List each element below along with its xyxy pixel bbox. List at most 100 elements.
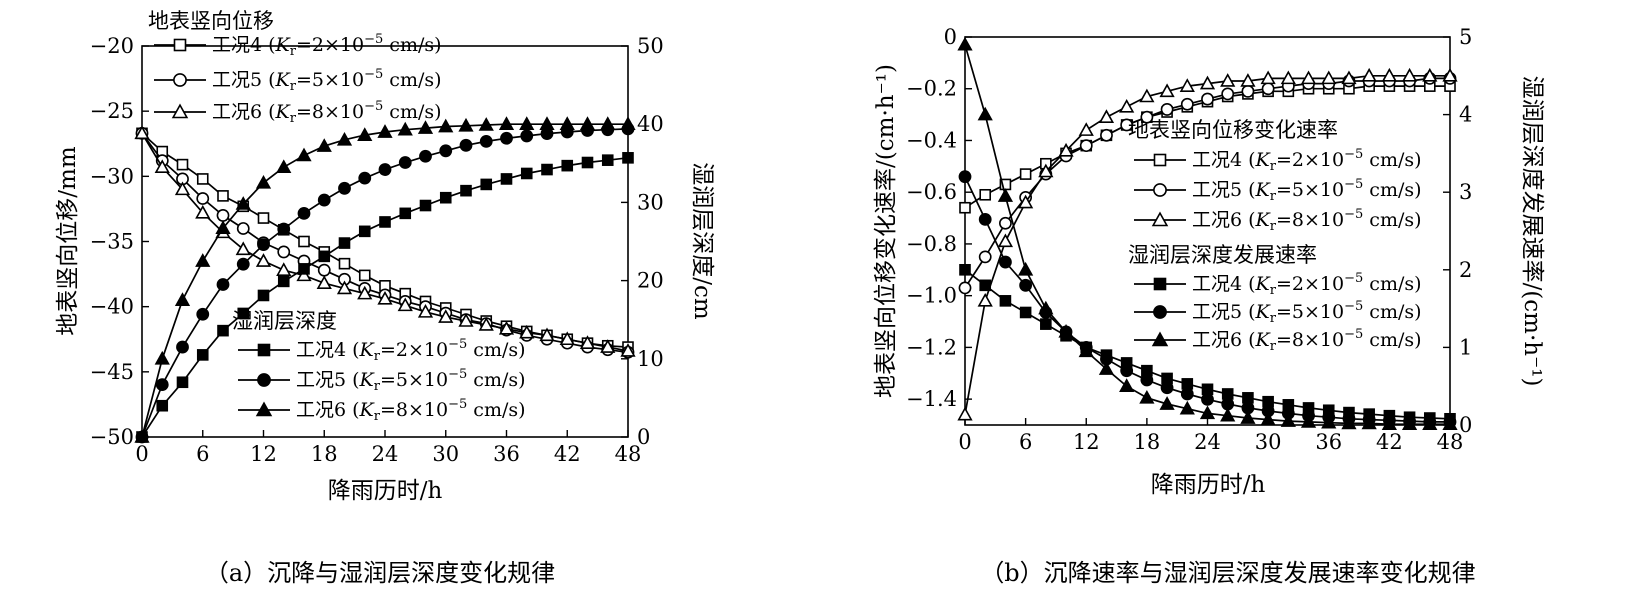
legend-entry: 工况6 (Kr=8×10−5 cm/s) — [1192, 207, 1422, 234]
data-point — [1098, 109, 1115, 123]
y-right-axis-label: 湿润层深度/cm — [689, 162, 715, 320]
data-point — [480, 178, 493, 191]
y-left-tick-label: −0.6 — [906, 180, 957, 204]
data-point — [479, 135, 493, 148]
data-point — [377, 124, 393, 138]
data-point — [316, 275, 332, 290]
data-point — [216, 209, 230, 222]
data-point — [579, 335, 596, 349]
data-point — [277, 222, 291, 236]
caption-b: （b）沉降速率与湿润层深度发展速率变化规律 — [980, 559, 1475, 587]
data-point — [1120, 364, 1134, 378]
x-axis-label: 降雨历时/h — [328, 478, 443, 504]
legend-case: 工况4 — [1192, 273, 1242, 295]
legend-case: 工况4 — [296, 339, 346, 361]
data-point — [600, 116, 616, 130]
data-point — [958, 281, 972, 295]
data-point — [297, 206, 311, 220]
legend-case: 工况6 — [1192, 329, 1242, 351]
data-point — [1199, 405, 1216, 420]
data-point — [398, 156, 412, 169]
x-tick-label: 12 — [250, 442, 277, 466]
legend-marker — [257, 373, 271, 387]
data-point — [1040, 318, 1052, 330]
data-point — [1341, 415, 1357, 430]
data-point — [1159, 83, 1175, 98]
chart-panel-b: 0 6 12 18 24 30 36 42 480−0.2−0.4−0.6−0.8−1.0−1.… — [873, 25, 1545, 498]
y-right-tick-label: 50 — [637, 34, 664, 58]
legend-title: 地表竖向位移变化速率 — [1128, 118, 1338, 142]
data-point — [1220, 73, 1236, 87]
x-tick-label: 12 — [1073, 430, 1100, 454]
x-tick-label: 42 — [1376, 430, 1403, 454]
x-tick-label: 0 — [958, 430, 971, 454]
y-left-tick-label: 0 — [944, 25, 957, 49]
x-tick-label: 48 — [1437, 430, 1464, 454]
data-point — [1019, 278, 1033, 292]
data-point — [298, 263, 310, 275]
y-right-tick-label: 3 — [1459, 180, 1472, 204]
data-point — [379, 216, 391, 228]
data-point — [1442, 67, 1458, 82]
legend-marker — [1153, 277, 1167, 291]
legend-kr: 5 — [1292, 179, 1304, 201]
data-point — [217, 190, 229, 202]
data-point — [1240, 410, 1256, 424]
data-point — [438, 309, 454, 323]
data-point — [176, 158, 189, 171]
data-point — [1422, 67, 1438, 82]
data-point — [257, 289, 270, 302]
data-point — [541, 163, 553, 176]
x-tick-label: 36 — [493, 442, 520, 466]
data-point — [1280, 413, 1296, 427]
data-point — [316, 138, 332, 152]
data-point — [957, 36, 973, 51]
data-point — [979, 279, 992, 292]
data-point — [1401, 67, 1418, 82]
data-point — [357, 285, 373, 300]
data-point — [358, 225, 371, 238]
data-point — [196, 173, 209, 185]
data-point — [1058, 142, 1074, 157]
data-point — [1181, 378, 1194, 390]
data-point — [520, 167, 533, 180]
legend-entry: 工况6 (Kr=8×10−5 cm/s) — [212, 99, 442, 126]
legend-case: 工况6 — [296, 399, 346, 421]
data-point — [978, 250, 992, 264]
data-point — [276, 159, 292, 174]
data-point — [196, 307, 210, 321]
legend-marker — [173, 73, 187, 87]
legend-entry: 工况6 (Kr=8×10−5 cm/s) — [296, 397, 526, 424]
legend-title: 湿润层深度 — [232, 309, 337, 333]
y-left-axis-label: 地表竖向位移/mm — [55, 146, 81, 336]
data-point — [478, 317, 494, 331]
data-point — [257, 238, 270, 252]
data-point — [1199, 75, 1216, 90]
data-point — [255, 253, 272, 267]
data-point — [1180, 387, 1194, 401]
data-point — [257, 212, 270, 224]
y-left-tick-label: −0.2 — [906, 77, 957, 101]
data-point — [539, 116, 555, 130]
data-point — [1098, 361, 1115, 375]
legend-title: 地表竖向位移 — [148, 9, 274, 33]
legend-marker — [1151, 211, 1169, 227]
data-point — [978, 212, 992, 226]
data-point — [1019, 168, 1032, 180]
y-right-tick-label: 40 — [637, 112, 664, 136]
data-point — [438, 118, 454, 133]
data-point — [519, 116, 535, 130]
data-point — [417, 120, 434, 134]
data-point — [338, 257, 351, 270]
x-tick-label: 6 — [1019, 430, 1032, 454]
data-point — [215, 220, 231, 235]
data-point — [1038, 163, 1054, 178]
legend-entry: 工况4 (Kr=2×10−5 cm/s) — [296, 337, 526, 364]
data-point — [1300, 70, 1317, 85]
legend-marker — [1153, 305, 1167, 319]
data-point — [999, 255, 1012, 269]
y-left-tick-label: −40 — [90, 295, 134, 319]
data-point — [500, 131, 513, 145]
